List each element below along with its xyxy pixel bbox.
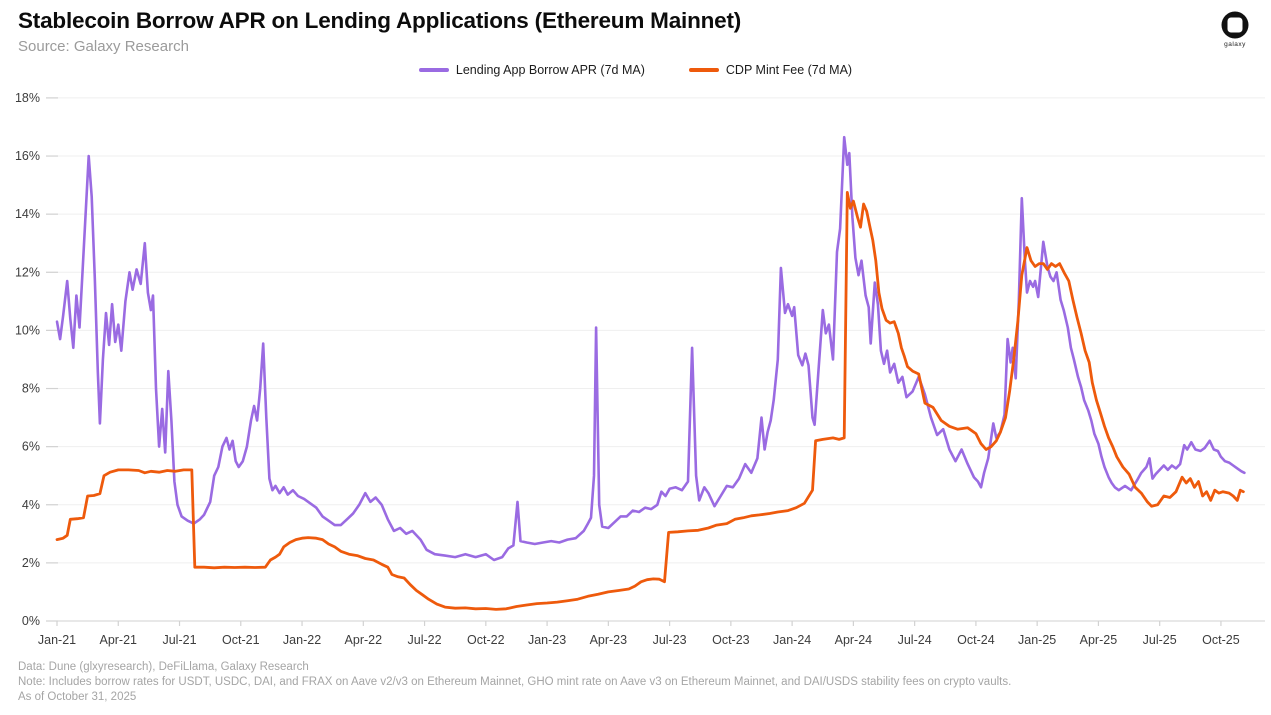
- x-tick-label: Jan-23: [528, 633, 566, 647]
- x-tick-label: Oct-24: [957, 633, 995, 647]
- footnote-as-of-date: As of October 31, 2025: [18, 691, 137, 703]
- footnote-data-sources: Data: Dune (glxyresearch), DeFiLlama, Ga…: [18, 661, 309, 673]
- y-tick-label: 0%: [22, 614, 40, 628]
- x-tick-label: Apr-21: [99, 633, 137, 647]
- x-tick-label: Apr-25: [1080, 633, 1118, 647]
- legend-swatch-orange: [688, 68, 719, 72]
- x-tick-label: Apr-23: [590, 633, 628, 647]
- x-tick-label: Apr-22: [345, 633, 383, 647]
- x-tick-label: Oct-23: [712, 633, 750, 647]
- y-axis-labels: 0% 2% 4% 6% 8% 10% 12% 14% 16% 18%: [15, 91, 40, 628]
- x-tick-label: Oct-21: [222, 633, 260, 647]
- x-tick-label: Jul-24: [898, 633, 932, 647]
- y-tick-label: 12%: [15, 265, 40, 279]
- chart-source: Source: Galaxy Research: [18, 38, 189, 55]
- x-tick-label: Jan-22: [283, 633, 321, 647]
- galaxy-logo-icon: [1221, 11, 1249, 39]
- y-tick-label: 6%: [22, 440, 40, 454]
- x-tick-label: Jan-25: [1018, 633, 1056, 647]
- x-tick-label: Jul-25: [1143, 633, 1177, 647]
- x-axis-labels: Jan-21 Apr-21 Jul-21 Oct-21 Jan-22 Apr-22 Jul-…: [38, 621, 1240, 647]
- x-tick-label: Oct-25: [1202, 633, 1240, 647]
- y-tick-label: 18%: [15, 91, 40, 105]
- series-line-cdp-mint-fee: [55, 190, 1245, 611]
- page-title: Stablecoin Borrow APR on Lending Applica…: [18, 8, 742, 33]
- chart-footnotes: Data: Dune (glxyresearch), DeFiLlama, Ga…: [18, 660, 1011, 705]
- brand-label: galaxy: [1224, 41, 1246, 48]
- legend-swatch-purple: [418, 68, 449, 72]
- y-tick-label: 10%: [15, 323, 40, 337]
- y-tick-label: 4%: [22, 498, 40, 512]
- legend-item-lending-app-borrow-apr: Lending App Borrow APR (7d MA): [418, 63, 645, 77]
- brand-logo: galaxy: [1213, 10, 1257, 48]
- x-tick-label: Jul-21: [162, 633, 196, 647]
- y-tick-label: 2%: [22, 556, 40, 570]
- x-tick-label: Jul-23: [653, 633, 687, 647]
- x-tick-label: Jul-22: [408, 633, 442, 647]
- y-tick-label: 14%: [15, 207, 40, 221]
- series-line-lending-app-borrow-apr: [55, 135, 1246, 562]
- chart-legend: Lending App Borrow APR (7d MA) CDP Mint …: [0, 63, 1271, 77]
- legend-label: CDP Mint Fee (7d MA): [725, 63, 853, 77]
- x-tick-label: Jan-21: [38, 633, 76, 647]
- y-tick-label: 8%: [22, 382, 40, 396]
- y-tick-label: 16%: [15, 149, 40, 163]
- x-tick-label: Oct-22: [467, 633, 505, 647]
- y-gridlines: [46, 97, 1265, 622]
- legend-label: Lending App Borrow APR (7d MA): [455, 63, 645, 77]
- x-tick-label: Jan-24: [773, 633, 811, 647]
- footnote-methodology: Note: Includes borrow rates for USDT, US…: [18, 676, 1012, 688]
- x-tick-label: Apr-24: [835, 633, 873, 647]
- legend-item-cdp-mint-fee: CDP Mint Fee (7d MA): [688, 63, 853, 77]
